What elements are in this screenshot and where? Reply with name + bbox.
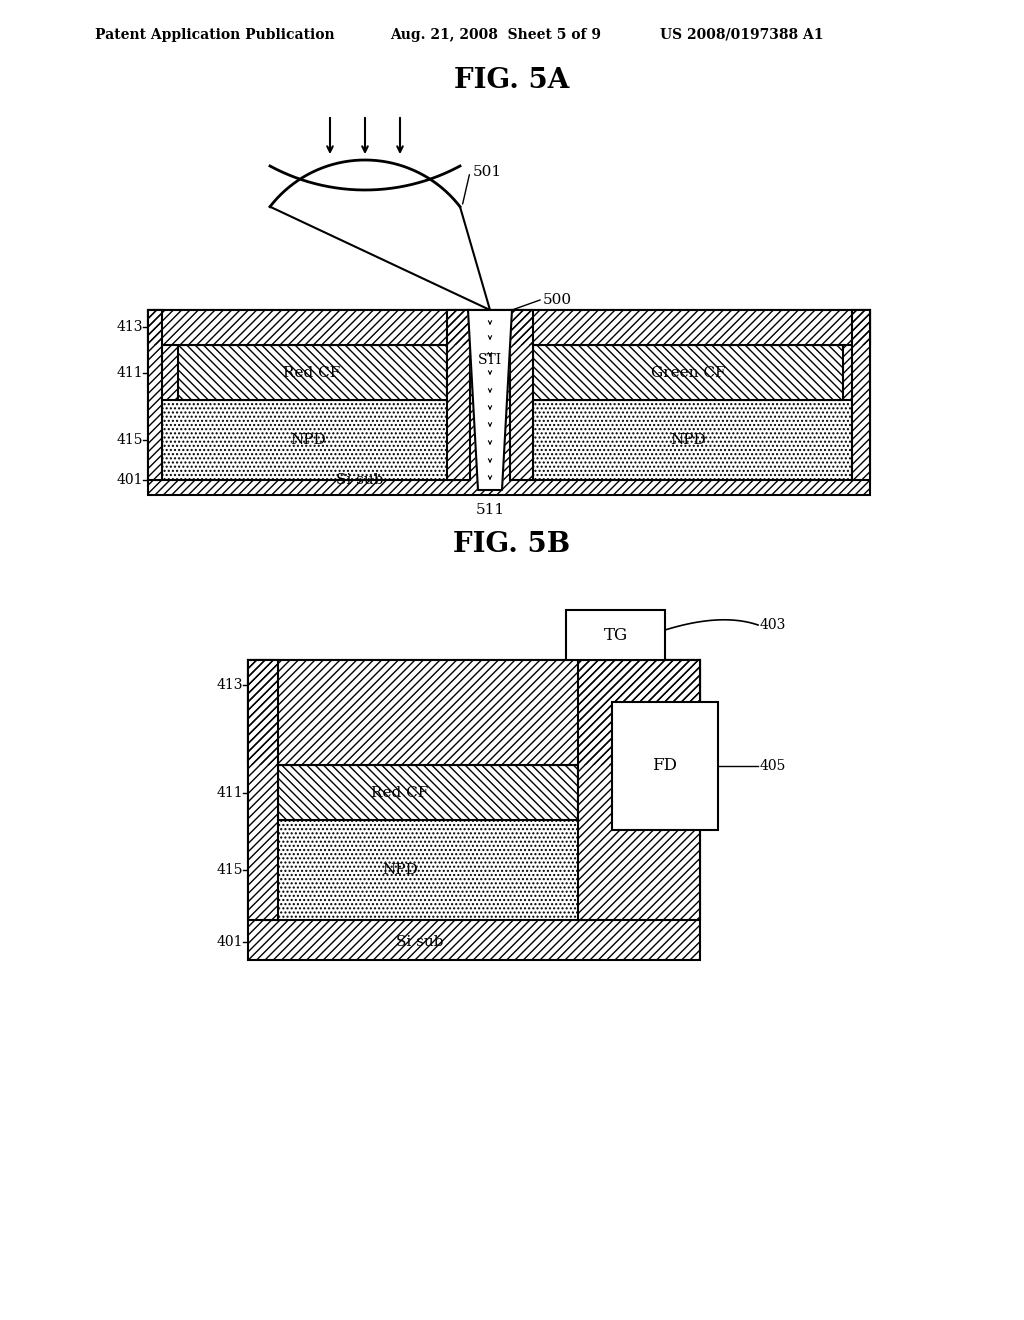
Text: STI: STI — [478, 352, 502, 367]
Bar — [578, 660, 700, 920]
Bar — [534, 345, 843, 400]
Text: 500: 500 — [543, 293, 572, 308]
Text: 405: 405 — [760, 759, 786, 774]
Bar — [534, 345, 843, 400]
Bar — [852, 310, 870, 480]
Bar — [278, 766, 578, 820]
Text: 413: 413 — [117, 319, 143, 334]
Bar — [148, 310, 870, 345]
Bar — [248, 660, 700, 766]
Bar — [852, 310, 870, 480]
Text: 415: 415 — [117, 433, 143, 447]
Text: 411: 411 — [216, 785, 243, 800]
Bar — [162, 400, 455, 480]
Text: 411: 411 — [117, 366, 143, 380]
Bar — [265, 820, 595, 920]
Text: Aug. 21, 2008  Sheet 5 of 9: Aug. 21, 2008 Sheet 5 of 9 — [390, 28, 601, 42]
Bar — [148, 310, 870, 495]
Text: 415: 415 — [216, 863, 243, 876]
Bar — [248, 660, 700, 766]
Bar — [510, 310, 534, 480]
Bar — [178, 345, 447, 400]
Text: Green CF: Green CF — [650, 366, 725, 380]
Bar — [578, 660, 700, 920]
Polygon shape — [270, 160, 460, 207]
Bar — [525, 400, 852, 480]
Bar — [447, 310, 470, 480]
Text: Red CF: Red CF — [284, 366, 341, 380]
Text: Si sub: Si sub — [396, 935, 443, 949]
Text: 511: 511 — [475, 503, 505, 517]
Bar — [248, 660, 700, 960]
Text: 501: 501 — [473, 165, 502, 180]
Bar — [278, 766, 578, 820]
Bar — [248, 660, 278, 920]
Bar — [510, 310, 534, 480]
Bar — [148, 310, 870, 345]
Bar — [248, 660, 700, 960]
Bar — [566, 610, 665, 660]
Text: FIG. 5B: FIG. 5B — [454, 532, 570, 558]
Text: FIG. 5A: FIG. 5A — [455, 66, 569, 94]
Text: Red CF: Red CF — [372, 785, 429, 800]
Text: 403: 403 — [760, 618, 786, 632]
Bar — [148, 310, 870, 495]
Bar — [612, 702, 718, 830]
Bar — [178, 345, 447, 400]
Text: Patent Application Publication: Patent Application Publication — [95, 28, 335, 42]
Text: 413: 413 — [216, 678, 243, 692]
Text: US 2008/0197388 A1: US 2008/0197388 A1 — [660, 28, 823, 42]
Bar — [162, 400, 455, 480]
Text: Si sub: Si sub — [336, 473, 384, 487]
Bar — [148, 310, 162, 480]
Polygon shape — [468, 310, 512, 490]
Bar — [265, 820, 595, 920]
Text: NPD: NPD — [382, 863, 418, 876]
Bar — [148, 310, 870, 495]
Text: 401: 401 — [216, 935, 243, 949]
Text: FD: FD — [652, 758, 678, 775]
Bar — [525, 400, 852, 480]
Bar — [248, 660, 278, 920]
Text: NPD: NPD — [670, 433, 706, 447]
Bar — [447, 310, 470, 480]
Text: TG: TG — [603, 627, 628, 644]
Bar — [148, 310, 162, 480]
Text: NPD: NPD — [290, 433, 326, 447]
Text: 401: 401 — [117, 473, 143, 487]
